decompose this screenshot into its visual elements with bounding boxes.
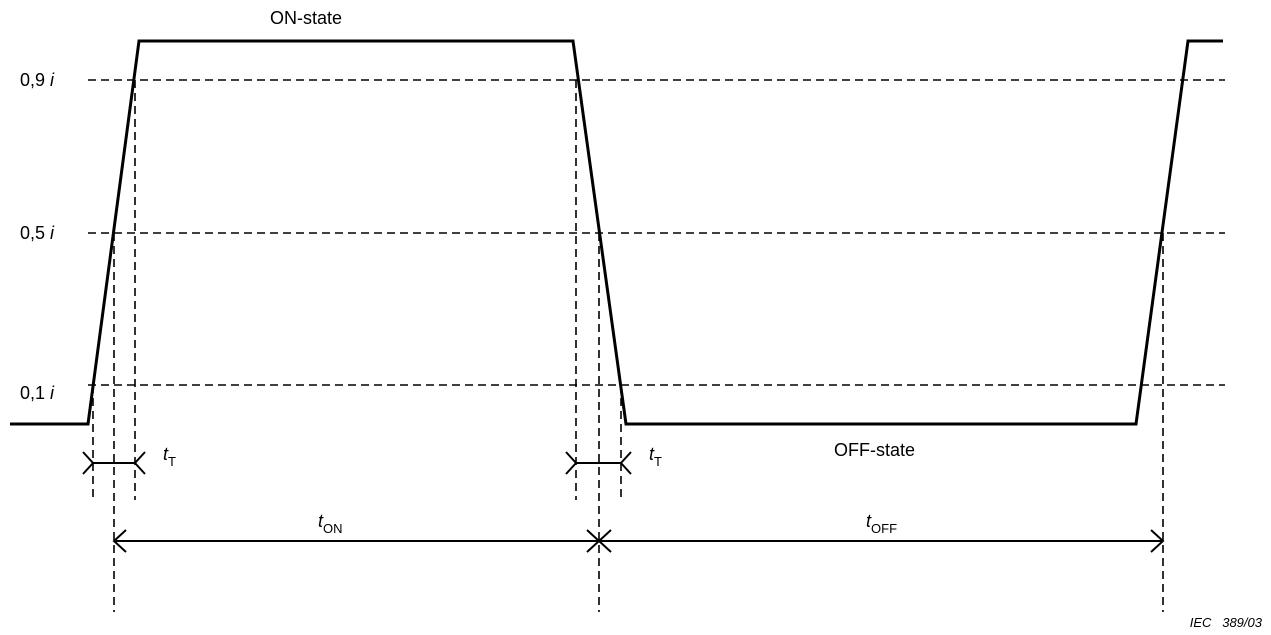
level-label-0-1: 0,1 i xyxy=(20,383,55,403)
transition-marker-fall xyxy=(565,451,632,475)
level-label-0-9: 0,9 i xyxy=(20,70,55,90)
transition-marker-rise xyxy=(82,451,146,475)
level-label-0-5: 0,5 i xyxy=(20,223,55,243)
off-time-label: tOFF xyxy=(866,511,897,536)
marker-lines xyxy=(92,80,1164,612)
reference-lines xyxy=(88,79,1225,386)
on-time-arrow xyxy=(112,529,601,553)
off-state-label: OFF-state xyxy=(834,440,915,460)
transition-time-label-1: tT xyxy=(163,444,176,469)
current-waveform xyxy=(10,39,1223,426)
figure-credit: IEC 389/03 xyxy=(1190,615,1263,630)
off-time-arrow xyxy=(597,529,1165,553)
on-state-label: ON-state xyxy=(270,8,342,28)
transition-time-label-2: tT xyxy=(649,444,662,469)
on-time-label: tON xyxy=(318,511,343,536)
